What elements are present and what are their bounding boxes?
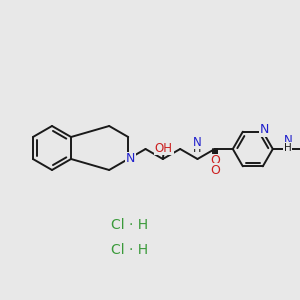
Text: O: O <box>210 154 220 167</box>
Text: N: N <box>284 134 292 148</box>
Text: Cl · H: Cl · H <box>111 243 148 257</box>
Text: N: N <box>193 136 202 148</box>
Text: H: H <box>193 144 202 154</box>
Text: N: N <box>260 123 269 136</box>
Text: OH: OH <box>155 142 173 154</box>
Text: N: N <box>125 152 135 166</box>
Text: O: O <box>210 164 220 176</box>
Text: Cl · H: Cl · H <box>111 218 148 232</box>
Text: H: H <box>284 143 292 153</box>
